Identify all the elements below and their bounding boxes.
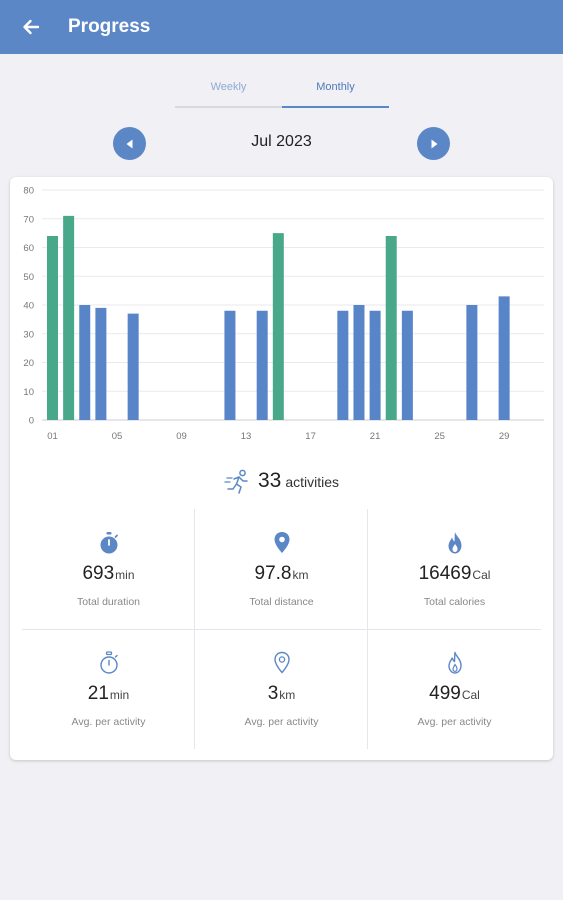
stat-value: 499: [429, 683, 461, 704]
stat-total-calories: 16469Cal Total calories: [368, 509, 541, 629]
stats-grid: 693min Total duration 97.8km Total dista…: [22, 509, 541, 749]
location-pin-outline-icon: [273, 651, 290, 674]
y-tick-label: 40: [23, 301, 34, 312]
monthly-bar-chart: 0 10 20 30 40 50 60 70 80 01 05 09 13 17 21 25 29: [23, 186, 544, 442]
y-tick-label: 0: [29, 416, 34, 427]
stat-label: Avg. per activity: [244, 716, 319, 728]
tab-monthly[interactable]: Monthly: [282, 74, 389, 108]
stat-value: 97.8: [254, 563, 292, 584]
stat-unit: Cal: [472, 568, 491, 582]
stat-unit: Cal: [461, 688, 480, 702]
activities-summary: 33 activities: [10, 469, 553, 495]
stat-unit: km: [279, 688, 296, 702]
x-tick-label: 13: [241, 431, 252, 442]
bar[interactable]: [47, 236, 58, 420]
bar[interactable]: [385, 236, 397, 420]
stat-unit: km: [292, 568, 309, 582]
stat-label: Total calories: [423, 596, 486, 608]
location-pin-icon: [274, 532, 289, 553]
bar[interactable]: [353, 305, 365, 420]
previous-month-button[interactable]: [113, 127, 146, 160]
caret-left-icon: [126, 139, 132, 148]
stat-value: 693: [82, 563, 115, 584]
x-tick-label: 01: [47, 431, 58, 442]
stat-unit: min: [115, 568, 135, 582]
stat-avg-duration: 21min Avg. per activity: [22, 629, 195, 749]
y-tick-label: 10: [23, 387, 34, 398]
bar[interactable]: [224, 310, 236, 420]
next-month-button[interactable]: [417, 127, 450, 160]
bar[interactable]: [95, 307, 107, 420]
stat-label: Total distance: [249, 596, 314, 608]
stat-total-duration: 693min Total duration: [22, 509, 195, 629]
tab-weekly[interactable]: Weekly: [175, 74, 282, 108]
bar[interactable]: [466, 305, 478, 420]
x-tick-label: 21: [370, 431, 381, 442]
y-tick-label: 50: [23, 272, 34, 283]
activities-count: 33: [257, 469, 282, 492]
stat-label: Avg. per activity: [71, 716, 146, 728]
month-label: Jul 2023: [251, 133, 312, 150]
stat-avg-calories: 499Cal Avg. per activity: [368, 629, 541, 749]
bar[interactable]: [256, 310, 268, 420]
bar[interactable]: [79, 305, 91, 420]
bar[interactable]: [401, 310, 413, 420]
stat-value: 16469: [418, 563, 472, 584]
y-tick-label: 30: [23, 329, 34, 340]
arrow-left-icon: [23, 19, 40, 35]
bar[interactable]: [63, 215, 75, 420]
x-tick-label: 29: [499, 431, 510, 442]
divider: [22, 629, 541, 630]
back-button[interactable]: [16, 12, 46, 42]
period-tabs: Weekly Monthly: [175, 74, 389, 108]
stat-label: Avg. per activity: [417, 716, 492, 728]
bar[interactable]: [272, 233, 284, 420]
progress-card: 0 10 20 30 40 50 60 70 80 01 05 09 13 17 21 25 29 33 act…: [10, 177, 553, 760]
y-tick-label: 80: [23, 186, 34, 197]
x-tick-label: 17: [305, 431, 316, 442]
stat-avg-distance: 3km Avg. per activity: [195, 629, 368, 749]
flame-icon: [448, 532, 461, 554]
stopwatch-outline-icon: [99, 651, 118, 674]
caret-right-icon: [431, 139, 437, 148]
y-tick-label: 70: [23, 214, 34, 225]
app-bar: Progress: [0, 0, 563, 54]
stat-value: 21: [87, 683, 109, 704]
stat-label: Total duration: [76, 596, 141, 608]
stopwatch-icon: [100, 532, 118, 554]
bar[interactable]: [369, 310, 381, 420]
stat-total-distance: 97.8km Total distance: [195, 509, 368, 629]
y-tick-label: 20: [23, 358, 34, 369]
x-tick-label: 25: [434, 431, 445, 442]
activities-unit: activities: [285, 474, 340, 490]
flame-outline-icon: [447, 651, 462, 674]
x-tick-label: 05: [112, 431, 123, 442]
bar[interactable]: [498, 296, 510, 420]
stat-unit: min: [109, 688, 130, 702]
y-tick-label: 60: [23, 243, 34, 254]
running-person-icon: [224, 469, 248, 494]
page-title: Progress: [68, 16, 151, 37]
bar[interactable]: [337, 310, 349, 420]
x-tick-label: 09: [176, 431, 187, 442]
stat-value: 3: [267, 683, 279, 704]
bar[interactable]: [127, 313, 139, 420]
